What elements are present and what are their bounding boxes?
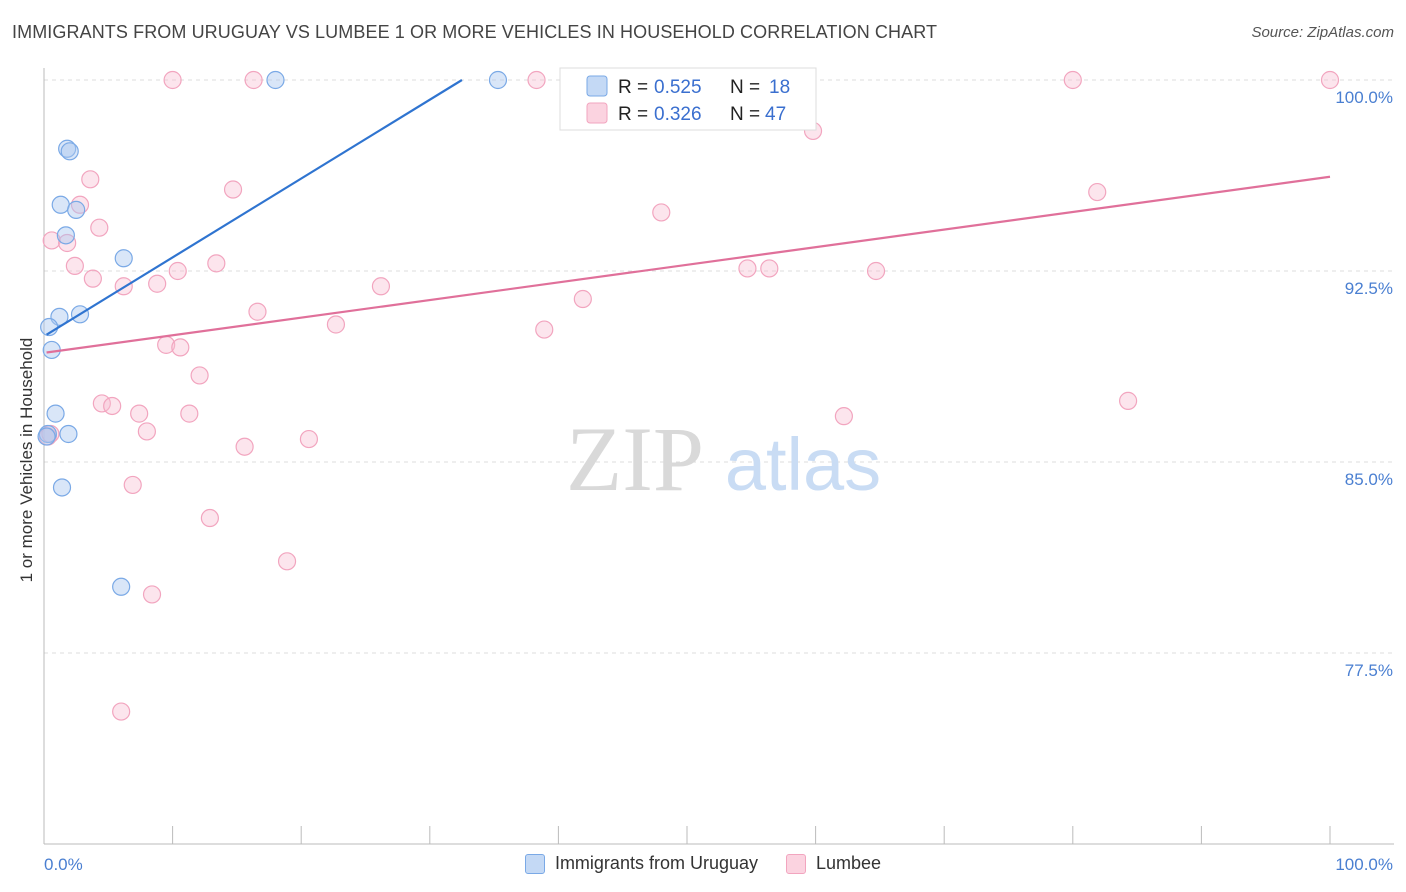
lumbee-point [90,218,109,237]
axes [43,68,1394,845]
legend-r-label-lumbee: R = [618,104,648,125]
lumbee-trend-line [46,175,1331,354]
lumbee-point [652,203,671,222]
uruguay-point [51,195,70,214]
y-tick-label: 85.0% [1345,470,1393,489]
lumbee-point [834,407,853,426]
lumbee-point [83,269,102,288]
lumbee-point [1118,391,1138,410]
lumbee-point [235,437,254,456]
x-tick-label-max: 100.0% [1335,855,1393,874]
lumbee-points [38,70,1340,721]
uruguay-legend-label: Immigrants from Uruguay [554,853,758,873]
uruguay-point [488,70,508,90]
lumbee-legend-label: Lumbee [816,853,882,873]
legend-n-value-uruguay: 18 [769,77,790,98]
legend-swatch-lumbee [586,102,608,124]
watermark: ZIP atlas [566,408,881,510]
lumbee-point [1063,70,1082,90]
lumbee-swatch [786,853,806,874]
uruguay-point [266,70,285,90]
legend-n-label-uruguay: N = [730,77,760,98]
lumbee-point [142,585,162,604]
lumbee-point [163,70,182,90]
lumbee-point [1320,70,1340,90]
lumbee-point [42,231,61,250]
lumbee-point [1088,182,1107,202]
lumbee-point [738,259,757,278]
lumbee-point [58,233,77,253]
lumbee-point [248,302,267,321]
lumbee-point [223,180,243,199]
lumbee-point [244,70,263,90]
lumbee-point [65,256,84,276]
lumbee-point [207,254,226,273]
lumbee-point [535,320,554,339]
tick-labels: 100.0% 92.5% 85.0% 77.5% 0.0% 100.0% [44,88,1393,874]
lumbee-point [180,404,199,423]
lumbee-point [200,508,219,528]
x-tick-label-min: 0.0% [44,855,83,874]
lumbee-point [81,170,100,189]
trend-lines [45,79,1331,354]
source-label: Source: ZipAtlas.com [1251,24,1394,41]
lumbee-point [112,702,131,721]
chart-title: IMMIGRANTS FROM URUGUAY VS LUMBEE 1 OR M… [12,22,938,42]
lumbee-point [171,338,190,357]
uruguay-point [67,200,86,219]
legend-n-value-lumbee: 47 [765,104,786,125]
uruguay-point [114,249,133,268]
legend-r-value-lumbee: 0.326 [654,104,702,125]
lumbee-point [103,396,122,416]
uruguay-point [52,478,72,497]
uruguay-point [59,424,78,444]
series-legend-lumbee[interactable]: Lumbee [786,853,881,874]
lumbee-point [168,261,187,281]
watermark-zip: ZIP [566,408,704,510]
lumbee-point [148,274,167,293]
uruguay-trend-line [45,79,463,336]
uruguay-point [112,577,131,596]
lumbee-point [760,259,779,278]
uruguay-point [58,139,77,158]
uruguay-point [56,226,75,245]
lumbee-point [573,289,592,309]
lumbee-point [130,404,149,423]
lumbee-point [123,475,142,495]
uruguay-points [37,70,508,596]
lumbee-point [299,429,319,449]
uruguay-point [60,142,79,161]
y-tick-label: 77.5% [1345,661,1393,680]
legend-swatch-uruguay [586,75,608,97]
legend-n-label-lumbee: N = [730,104,760,125]
y-tick-label: 100.0% [1335,88,1393,107]
lumbee-point [190,366,209,385]
lumbee-point [326,315,346,334]
lumbee-point [866,261,886,281]
legend-r-label-uruguay: R = [618,77,648,98]
lumbee-point [371,277,391,296]
legend-r-value-uruguay: 0.525 [654,77,702,98]
lumbee-point [277,552,297,571]
series-legend: Immigrants from Uruguay Lumbee [0,853,1406,874]
lumbee-point [137,422,156,441]
watermark-atlas: atlas [725,423,881,506]
uruguay-point [37,427,56,446]
grid-lines [44,79,1394,654]
uruguay-swatch [524,853,545,874]
correlation-legend: R = 0.525 N = 18 R = 0.326 N = 47 [559,67,817,131]
series-legend-uruguay[interactable]: Immigrants from Uruguay [524,853,758,874]
y-tick-label: 92.5% [1345,279,1393,298]
lumbee-point [527,70,546,90]
uruguay-point [46,404,65,423]
